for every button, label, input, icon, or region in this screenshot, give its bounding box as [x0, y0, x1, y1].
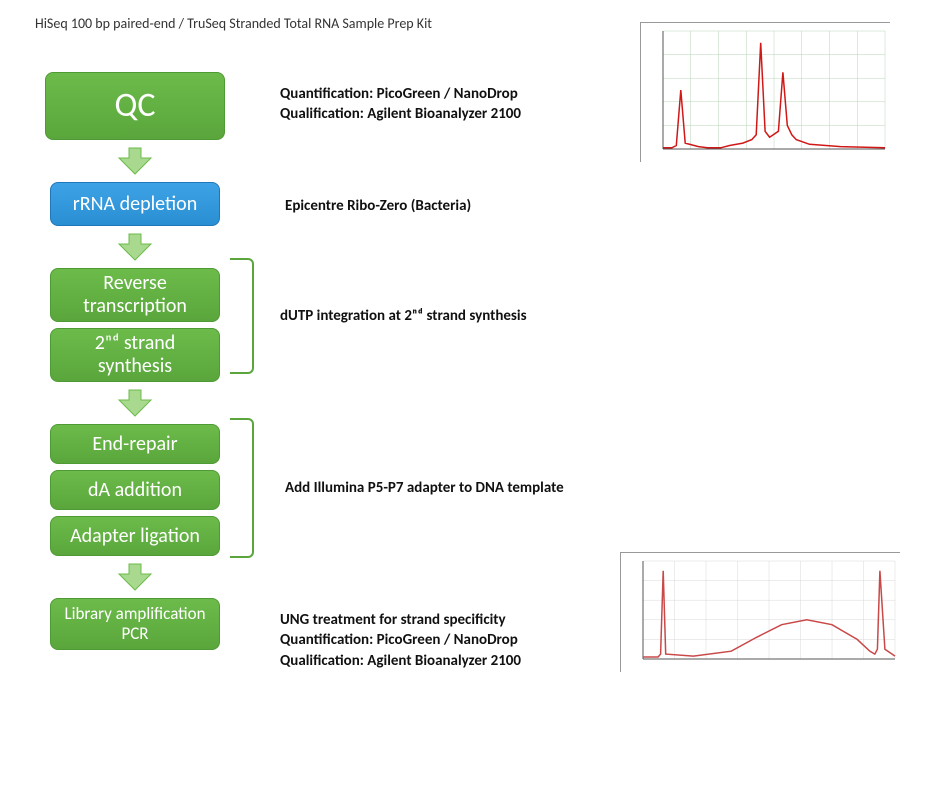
flowchart-column: QC rRNA depletion Reverse transcription … [30, 72, 240, 650]
step-rrna-depletion: rRNA depletion [50, 182, 220, 226]
arrow-icon [117, 562, 153, 592]
step-qc: QC [45, 72, 225, 140]
arrow-icon [117, 388, 153, 418]
arrow-icon [117, 146, 153, 176]
desc-lib-quant: Quantification: PicoGreen / NanoDrop [280, 630, 521, 650]
desc-library: UNG treatment for strand specificity Qua… [280, 610, 521, 671]
desc-adapter: Add Illumina P5-P7 adapter to DNA templa… [285, 478, 564, 498]
desc-rrna: Epicentre Ribo-Zero (Bacteria) [285, 196, 471, 216]
step-adapter-ligation: Adapter ligation [50, 516, 220, 556]
step-reverse-transcription: Reverse transcription [50, 268, 220, 322]
bioanalyzer-chart-library [620, 552, 900, 672]
step-da-addition: dA addition [50, 470, 220, 510]
desc-ung: UNG treatment for strand specificity [280, 610, 521, 630]
bracket-icon [230, 258, 254, 374]
bracket-icon [230, 418, 254, 558]
bioanalyzer-chart-rna [640, 22, 890, 162]
arrow-icon [117, 232, 153, 262]
desc-qc-qual: Qualification: Agilent Bioanalyzer 2100 [280, 104, 521, 124]
step-end-repair: End-repair [50, 424, 220, 464]
desc-qc: Quantification: PicoGreen / NanoDrop Qua… [280, 84, 521, 125]
main-layout: QC rRNA depletion Reverse transcription … [30, 72, 909, 650]
step-second-strand: 2ⁿᵈ strand synthesis [50, 328, 220, 382]
annotations-column: Quantification: PicoGreen / NanoDrop Qua… [240, 72, 909, 650]
desc-dutp: dUTP integration at 2ⁿᵈ strand synthesis [280, 306, 527, 326]
desc-lib-qual: Qualification: Agilent Bioanalyzer 2100 [280, 651, 521, 671]
desc-qc-quant: Quantification: PicoGreen / NanoDrop [280, 84, 521, 104]
step-library-amp: Library amplification PCR [50, 598, 220, 650]
